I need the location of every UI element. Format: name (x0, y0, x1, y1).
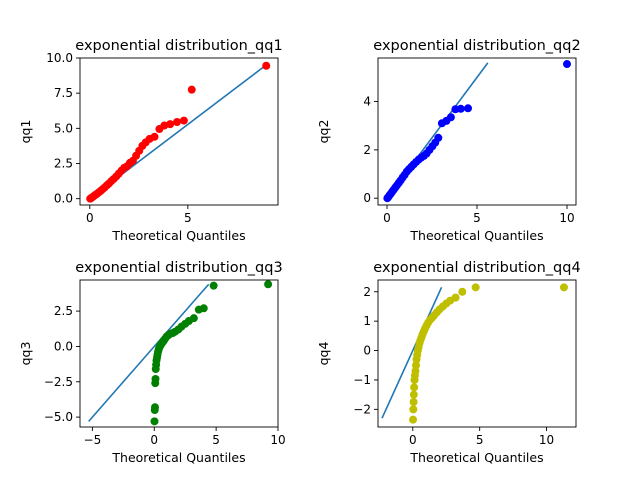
y-axis-label: qq2 (316, 120, 331, 144)
x-axis-label: Theoretical Quantiles (409, 228, 543, 243)
data-point (209, 281, 218, 290)
data-point (471, 283, 480, 292)
points-group (409, 283, 568, 424)
data-point (464, 104, 472, 113)
x-axis-label: Theoretical Quantiles (409, 450, 543, 465)
x-tick-label: 10 (270, 433, 285, 447)
y-tick-label: 0.0 (54, 192, 73, 206)
x-tick-label: 10 (539, 433, 554, 447)
data-point (411, 361, 420, 370)
axes-frame (79, 57, 279, 206)
reference-line (381, 287, 443, 419)
reference-line (88, 283, 210, 422)
data-point (451, 293, 460, 302)
subplot-qq3: −5 0 5 10 −5.0 −2.5 0.0 2.5 exponential distribu… (18, 260, 286, 465)
points-group (150, 280, 273, 426)
data-point (456, 104, 465, 113)
subplot-title: exponential distribution_qq2 (373, 38, 580, 54)
data-point (173, 118, 182, 127)
data-point (151, 374, 160, 383)
data-point (189, 314, 198, 323)
data-point (150, 403, 159, 412)
axes-frame (377, 57, 577, 206)
y-tick-label: −2.5 (44, 375, 73, 389)
x-tick-label: 0 (409, 433, 417, 447)
x-tick-label: 10 (559, 211, 574, 225)
points-group (86, 61, 271, 203)
axes-frame (377, 279, 577, 428)
data-point (434, 133, 443, 142)
x-tick-label: 0 (86, 211, 94, 225)
y-tick-label: 2 (363, 143, 371, 157)
data-point (150, 417, 159, 426)
data-point (458, 287, 467, 296)
x-axis-label: Theoretical Quantiles (111, 450, 245, 465)
x-tick-label: 0 (383, 211, 391, 225)
y-tick-label: 0 (363, 191, 371, 205)
data-point (563, 60, 571, 69)
data-point (409, 390, 418, 399)
y-tick-label: −1 (353, 373, 371, 387)
data-point (150, 132, 159, 141)
data-point (187, 85, 196, 94)
x-tick-label: 5 (184, 211, 192, 225)
y-tick-label: 10.0 (46, 51, 73, 65)
data-point (409, 415, 418, 424)
x-tick-label: 0 (150, 433, 158, 447)
y-tick-label: 0.0 (54, 339, 73, 353)
points-group (383, 60, 571, 203)
y-tick-label: 2.5 (54, 157, 73, 171)
y-tick-label: 2 (363, 285, 371, 299)
data-point (166, 120, 175, 129)
data-point (559, 283, 568, 292)
y-tick-label: 5.0 (54, 121, 73, 135)
y-tick-label: 4 (363, 95, 371, 109)
x-tick-label: −5 (84, 433, 102, 447)
data-point (264, 280, 273, 289)
subplot-title: exponential distribution_qq4 (373, 260, 580, 276)
data-point (179, 116, 188, 125)
y-tick-label: 0 (363, 344, 371, 358)
y-tick-label: 7.5 (54, 86, 73, 100)
x-axis-label: Theoretical Quantiles (111, 228, 245, 243)
subplot-title: exponential distribution_qq1 (75, 38, 282, 54)
x-tick-label: 5 (212, 433, 220, 447)
data-point (262, 61, 271, 70)
x-tick-label: 5 (476, 433, 484, 447)
axes-frame (79, 279, 279, 428)
data-point (411, 367, 420, 376)
y-axis-label: qq3 (18, 342, 33, 366)
data-point (410, 383, 419, 392)
y-tick-label: −5.0 (44, 410, 73, 424)
data-point (409, 398, 418, 407)
x-tick-label: 5 (473, 211, 481, 225)
data-point (199, 304, 208, 313)
subplot-title: exponential distribution_qq3 (75, 260, 282, 276)
y-axis-label: qq1 (18, 120, 33, 144)
y-tick-label: 1 (363, 314, 371, 328)
data-point (446, 113, 455, 122)
y-axis-label: qq4 (316, 342, 331, 366)
y-tick-label: −2 (353, 402, 371, 416)
y-tick-label: 2.5 (54, 304, 73, 318)
subplot-qq2: 0 5 10 0 2 4 exponential distribution_qq2 Theor… (316, 38, 581, 243)
data-point (409, 405, 418, 414)
